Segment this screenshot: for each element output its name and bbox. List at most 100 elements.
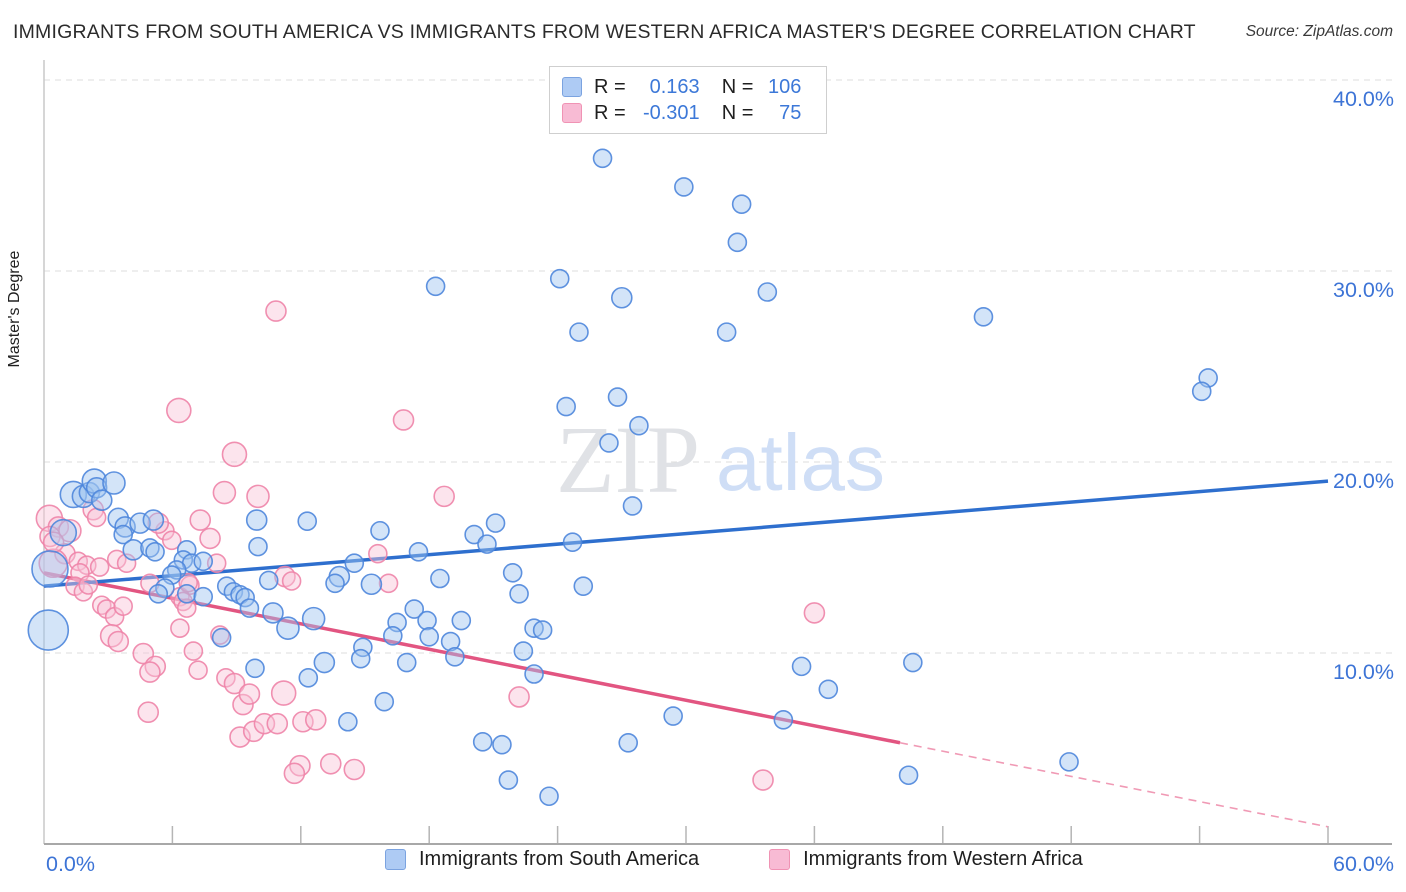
scatter-point-western-africa [99,624,124,648]
scatter-point-western-africa [78,575,99,595]
trend-line-western-africa-extension [899,741,1329,828]
scatter-point-south-america [773,710,794,730]
n-value: 75 [779,101,802,124]
watermark-zip: ZIP [556,406,700,513]
scatter-point-south-america [129,512,151,534]
scatter-point-south-america [513,641,534,661]
scatter-point-south-america [663,706,683,726]
scatter-point-western-africa [139,661,161,683]
scatter-point-south-america [610,286,633,309]
scatter-point-south-america [549,268,570,289]
scatter-point-south-america [313,651,336,674]
chart-legend: Immigrants from South America Immigrants… [385,848,1083,871]
scatter-point-south-america [102,471,126,495]
scatter-point-south-america [211,627,232,648]
scatter-point-south-america [396,652,417,673]
r-value: 0.163 [649,75,700,98]
scatter-point-south-america [425,276,446,297]
scatter-point-western-africa [116,553,137,574]
scatter-point-western-africa [223,672,246,695]
scatter-point-western-africa [113,596,133,617]
y-axis-title: Master's Degree [6,250,23,368]
scatter-point-south-america [1059,752,1079,772]
scatter-point-south-america [370,520,390,541]
r-value: -0.301 [642,101,700,124]
scatter-point-south-america [245,509,268,531]
scatter-point-western-africa [137,701,160,724]
scatter-point-south-america [113,524,133,545]
scatter-point-western-africa [107,630,130,653]
scatter-point-western-africa [166,397,192,424]
scatter-point-south-america [419,626,440,647]
x-axis-label-max: 60.0% [1333,852,1394,876]
scatter-point-south-america [898,765,919,786]
scatter-point-western-africa [242,720,265,743]
scatter-point-western-africa [170,618,190,638]
scatter-point-western-africa [199,527,221,550]
scatter-point-western-africa [319,752,342,775]
blue-legend-swatch [385,849,406,870]
scatter-point-south-america [235,587,255,608]
scatter-point-south-america [618,732,639,753]
scatter-point-south-america [245,658,265,679]
pink-series-swatch [562,103,582,123]
scatter-point-western-africa [304,709,327,731]
scatter-point-south-america [622,496,643,516]
trend-line-south-america [43,479,1329,588]
scatter-point-south-america [592,148,613,169]
legend-label: Immigrants from Western Africa [803,848,1083,870]
scatter-point-south-america [791,656,812,677]
scatter-point-western-africa [188,660,208,680]
scatter-point-south-america [122,539,145,561]
scatter-point-western-africa [392,409,415,431]
scatter-point-western-africa [238,683,261,705]
scatter-point-south-america [360,573,383,596]
scatter-point-south-america [727,232,748,253]
page-title: IMMIGRANTS FROM SOUTH AMERICA VS IMMIGRA… [13,21,1196,43]
n-value: 106 [768,75,802,98]
scatter-point-south-america [142,509,165,531]
scatter-point-south-america [502,562,523,583]
scatter-point-south-america [498,770,519,790]
scatter-point-south-america [973,307,994,327]
y-axis-label-20: 20.0% [1333,469,1394,493]
scatter-point-south-america [509,583,529,604]
scatter-point-south-america [1191,381,1212,402]
scatter-point-south-america [629,415,649,436]
scatter-point-south-america [430,568,450,589]
scatter-point-south-america [417,610,437,631]
scatter-point-western-africa [183,641,204,661]
watermark-atlas: atlas [716,418,885,507]
scatter-point-south-america [350,648,371,669]
pink-legend-swatch [769,849,791,870]
scatter-point-western-africa [86,507,107,528]
scatter-point-south-america [49,518,78,547]
scatter-point-western-africa [96,599,117,619]
scatter-point-western-africa [283,762,306,785]
n-label: N = [721,75,754,98]
scatter-point-south-america [344,553,365,574]
scatter-point-south-america [440,631,461,652]
legend-item-south-america: Immigrants from South America [385,848,699,871]
scatter-point-south-america [31,550,69,588]
scatter-point-western-africa [246,484,270,509]
scatter-point-south-america [258,570,279,591]
scatter-point-western-africa [433,485,455,508]
scatter-point-south-america [239,598,260,618]
scatter-point-south-america [477,534,497,554]
scatter-point-western-africa [106,549,127,570]
scatter-point-south-america [27,609,70,651]
scatter-point-western-africa [266,712,289,735]
n-label: N = [721,101,754,124]
scatter-point-south-america [569,322,589,342]
scatter-point-south-america [599,433,619,453]
scatter-point-south-america [757,282,778,302]
scatter-point-south-america [325,573,345,594]
scatter-point-south-america [276,616,300,640]
scatter-point-western-africa [752,769,774,791]
y-axis-label-10: 10.0% [1333,660,1394,684]
scatter-point-south-america [383,626,403,646]
scatter-point-south-america [903,652,923,673]
scatter-point-western-africa [212,480,237,505]
